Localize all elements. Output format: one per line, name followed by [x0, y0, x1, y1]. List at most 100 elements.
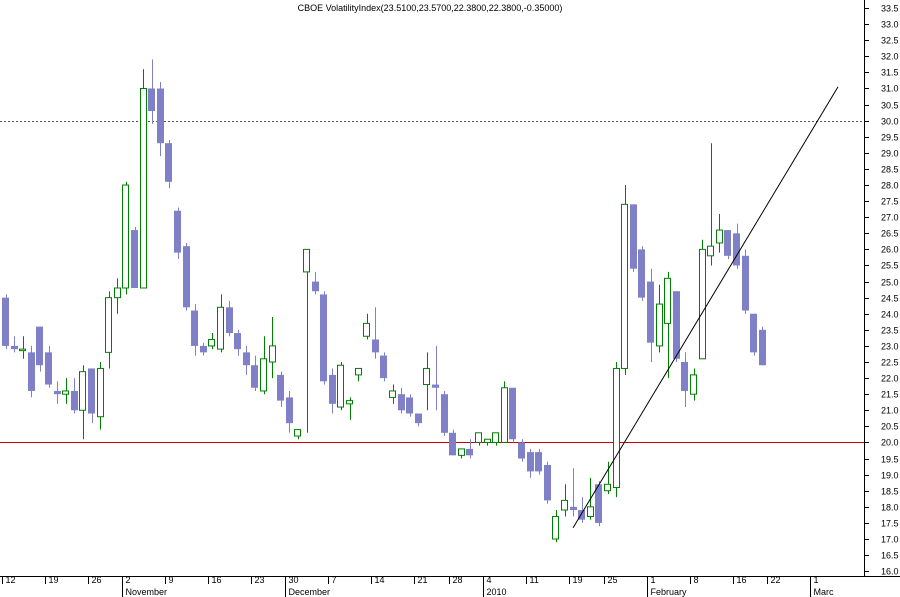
x-tick-label: 2	[126, 575, 131, 585]
month-label: Marc	[814, 587, 834, 597]
candle-body-down	[681, 362, 688, 391]
candle-body-down	[286, 397, 293, 424]
y-tick-label: 30.0	[881, 117, 899, 127]
y-tick-label: 26.0	[881, 245, 899, 255]
y-tick-label: 33.5	[881, 4, 899, 14]
y-tick-label: 17.5	[881, 519, 899, 529]
y-tick-label: 32.0	[881, 52, 899, 62]
x-tick-label: 21	[418, 575, 428, 585]
candle-body-down	[415, 413, 422, 424]
candle-body-down	[200, 345, 207, 353]
candle-body-up	[260, 358, 267, 392]
y-tick-label: 20.5	[881, 422, 899, 432]
y-tick-label: 32.5	[881, 36, 899, 46]
candle-body-up	[114, 287, 121, 299]
candle-body-down	[2, 297, 9, 346]
candle-body-up	[475, 432, 482, 443]
candles-group	[2, 59, 766, 543]
candle-body-up	[105, 297, 112, 353]
y-tick-label: 21.0	[881, 406, 899, 416]
candle-body-down	[36, 326, 43, 366]
candle-body-down	[234, 333, 241, 350]
candle-body-down	[28, 352, 35, 391]
x-tick-label: 9	[169, 575, 174, 585]
candle-body-down	[449, 432, 456, 456]
x-tick-label: 26	[92, 575, 102, 585]
candle-body-down	[595, 484, 602, 523]
candle-body-up	[294, 429, 301, 437]
y-tick-label: 16.0	[881, 567, 899, 577]
candle-body-up	[492, 432, 499, 443]
candle-body-up	[389, 390, 396, 398]
y-tick-label: 19.0	[881, 471, 899, 481]
candle-body-down	[243, 352, 250, 366]
chart-title: CBOE VolatilityIndex(23.5100,23.5700,22.…	[298, 3, 563, 13]
candle-body-down	[647, 281, 654, 343]
candle-body-down	[441, 394, 448, 433]
x-tick-label: 16	[212, 575, 222, 585]
candle-body-up	[208, 338, 215, 347]
candle-body-up	[716, 229, 723, 244]
candle-body-down	[372, 339, 379, 353]
x-tick-label: 1	[814, 575, 819, 585]
y-tick-label: 25.5	[881, 261, 899, 271]
y-tick-label: 23.0	[881, 342, 899, 352]
y-tick-label: 23.5	[881, 326, 899, 336]
x-tick-label: 25	[608, 575, 618, 585]
candle-body-down	[88, 368, 95, 414]
month-label: 2010	[487, 587, 507, 597]
x-tick-label: 11	[530, 575, 539, 585]
candle-body-down	[157, 88, 164, 144]
y-tick-label: 27.5	[881, 197, 899, 207]
y-tick-label: 26.5	[881, 229, 899, 239]
candle-body-down	[251, 365, 258, 388]
candle-body-up	[690, 374, 697, 395]
candle-body-down	[277, 374, 284, 401]
x-tick-label: 16	[737, 575, 747, 585]
y-tick-label: 21.5	[881, 390, 899, 400]
candle-body-down	[191, 310, 198, 346]
candle-body-down	[406, 397, 413, 414]
candle-body-down	[518, 442, 525, 459]
y-tick-label: 28.0	[881, 181, 899, 191]
candle-body-down	[570, 506, 577, 511]
candle-body-up	[587, 506, 594, 517]
candle-body-down	[165, 143, 172, 182]
candle-body-up	[122, 184, 129, 289]
y-tick-label: 29.0	[881, 149, 899, 159]
candle-body-down	[11, 345, 18, 350]
y-tick-label: 27.0	[881, 213, 899, 223]
candle-body-down	[183, 246, 190, 308]
candle-body-up	[79, 371, 86, 411]
x-tick-label: 12	[6, 575, 16, 585]
x-tick-label: 8	[694, 575, 699, 585]
candle-body-up	[363, 322, 370, 337]
candle-body-down	[673, 291, 680, 359]
month-label: November	[126, 587, 168, 597]
candle-body-down	[759, 329, 766, 366]
candle-body-down	[432, 384, 439, 388]
trendline-group	[572, 86, 839, 528]
y-tick-label: 16.5	[881, 551, 899, 561]
candle-body-up	[303, 248, 310, 273]
y-axis: 16.0 16.5 17.0 17.5 18.0 18.5 19.0 19.5 20.0 20.5…	[864, 4, 899, 577]
candle-body-up	[355, 367, 362, 376]
candle-body-down	[638, 249, 645, 298]
candle-body-up	[613, 367, 620, 489]
candle-body-up	[140, 87, 147, 289]
candle-body-up	[699, 248, 706, 360]
candle-body-down	[54, 390, 61, 395]
candle-body-down	[724, 230, 731, 256]
month-label: December	[289, 587, 331, 597]
y-tick-label: 18.5	[881, 487, 899, 497]
y-tick-label: 25.0	[881, 278, 899, 288]
candle-body-down	[398, 394, 405, 411]
trendline	[572, 86, 839, 528]
y-tick-label: 24.0	[881, 310, 899, 320]
candle-body-up	[552, 515, 559, 540]
candle-body-down	[380, 355, 387, 379]
candle-body-down	[174, 210, 181, 253]
candle-body-down	[226, 307, 233, 334]
x-tick-label: 19	[49, 575, 59, 585]
candle-body-down	[527, 452, 534, 472]
